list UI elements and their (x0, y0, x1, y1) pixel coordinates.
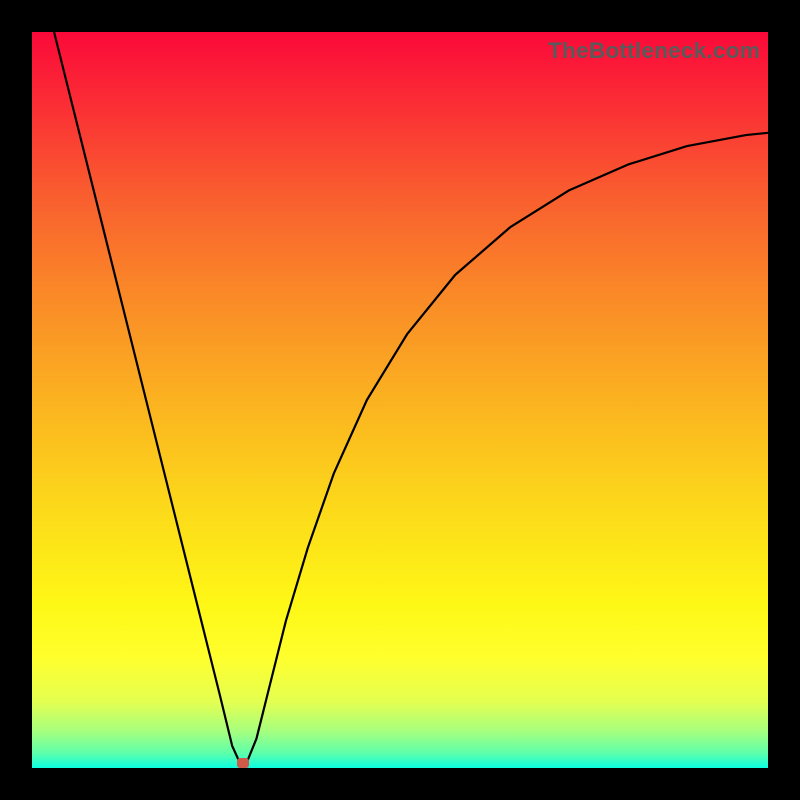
curve-minimum-marker (237, 758, 249, 768)
plot-area: TheBottleneck.com (32, 32, 768, 768)
bottleneck-curve (32, 32, 768, 768)
curve-left-branch (54, 32, 239, 762)
curve-right-branch (247, 133, 768, 762)
chart-frame: TheBottleneck.com (0, 0, 800, 800)
